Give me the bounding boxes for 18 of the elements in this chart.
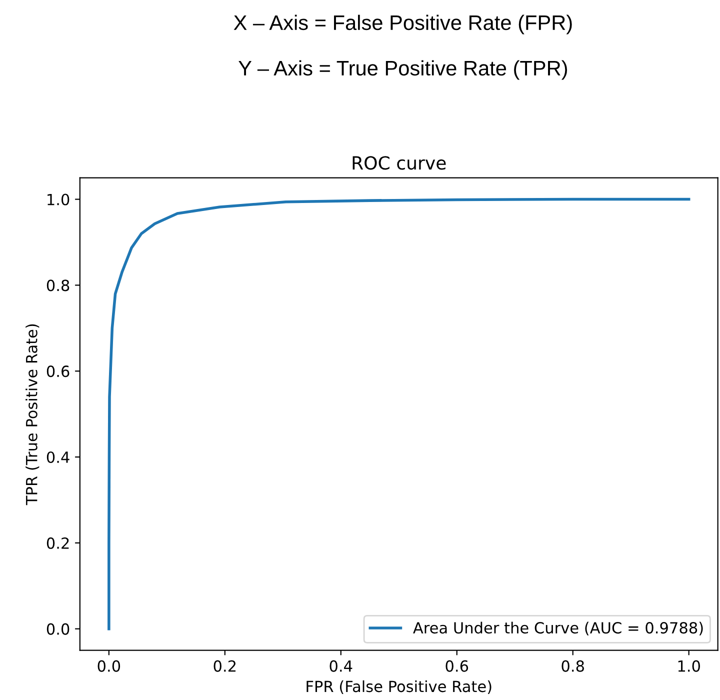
legend-label: Area Under the Curve (AUC = 0.9788) [413, 622, 703, 636]
x-tick-label: 0.2 [214, 660, 236, 672]
y-tick-label: 0.8 [46, 280, 70, 292]
chart-title: ROC curve [352, 156, 446, 170]
y-tick-label: 0.6 [46, 366, 70, 378]
y-tick-label: 0.2 [46, 537, 69, 549]
x-tick-label: 1.0 [678, 660, 700, 672]
x-tick-label: 0.8 [562, 660, 584, 672]
x-tick-label: 0.4 [330, 660, 352, 672]
y-tick-label: 1.0 [48, 194, 70, 206]
x-tick-label: 0.6 [446, 660, 468, 672]
x-axis-title: FPR (False Positive Rate) [306, 680, 492, 694]
text: Y – Axis = True Positive Rate (TPR) [238, 60, 568, 80]
y-tick-label: 0.4 [46, 451, 70, 464]
y-tick-label: 0.0 [46, 623, 70, 635]
y-axis-title: TPR (True Positive Rate) [26, 324, 40, 506]
x-tick-label: 0.0 [98, 660, 120, 672]
text: X – Axis = False Positive Rate (FPR) [234, 14, 572, 34]
